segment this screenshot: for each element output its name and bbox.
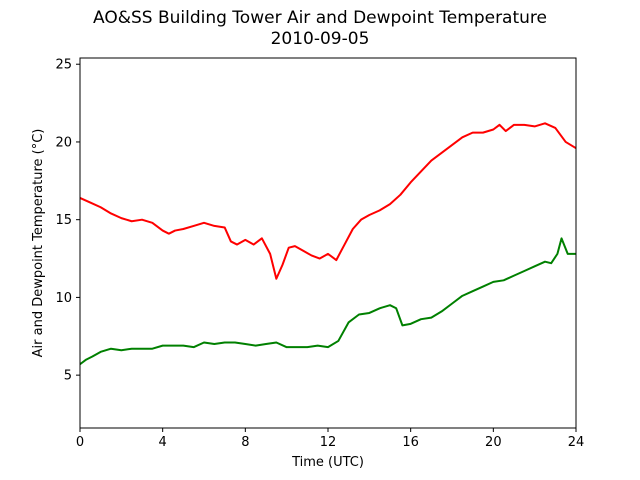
x-ticks: 0 4 8 12 16 20 24 (76, 428, 584, 450)
y-axis-label: Air and Dewpoint Temperature (°C) (31, 129, 46, 358)
y-tick-label: 10 (55, 291, 72, 306)
x-tick-label: 20 (485, 435, 502, 450)
y-tick-label: 5 (64, 369, 72, 384)
series-line-1 (79, 237, 576, 366)
chart-title: AO&SS Building Tower Air and Dewpoint Te… (92, 8, 547, 28)
y-tick-label: 25 (55, 58, 72, 73)
x-tick-label: 8 (241, 435, 249, 450)
x-tick-label: 4 (159, 435, 167, 450)
y-ticks: 5 10 15 20 25 (55, 58, 80, 384)
chart-subtitle: 2010-09-05 (270, 29, 370, 49)
series-layer (79, 122, 577, 366)
x-tick-label: 12 (320, 435, 337, 450)
y-tick-label: 20 (55, 135, 72, 150)
x-tick-label: 0 (76, 435, 84, 450)
x-tick-label: 24 (568, 435, 585, 450)
x-axis-label: Time (UTC) (291, 455, 364, 470)
plot-frame (79, 57, 577, 429)
x-tick-label: 16 (402, 435, 419, 450)
series-line-0 (79, 122, 577, 280)
y-tick-label: 15 (55, 213, 72, 228)
